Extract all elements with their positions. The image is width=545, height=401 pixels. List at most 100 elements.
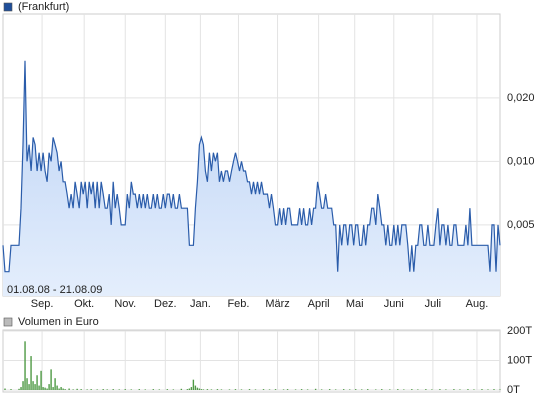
x-tick-label: Juli xyxy=(425,298,442,310)
volume-bar xyxy=(68,388,70,390)
volume-bar xyxy=(268,389,271,390)
y-tick-label: 0T xyxy=(507,384,520,396)
volume-bar xyxy=(26,378,28,390)
volume-bar xyxy=(314,388,317,390)
x-tick-label: Nov. xyxy=(114,298,136,310)
volume-bar xyxy=(72,389,74,390)
volume-bar xyxy=(320,389,323,390)
volume-bar xyxy=(210,389,213,390)
volume-bar xyxy=(190,387,193,390)
volume-bar xyxy=(481,389,483,390)
area-fill xyxy=(3,60,500,296)
volume-bar xyxy=(342,389,345,390)
volume-bar xyxy=(188,388,191,390)
legend-label: (Frankfurt) xyxy=(18,1,69,13)
volume-bar xyxy=(473,389,475,390)
volume-bar xyxy=(54,378,56,390)
volume-bar xyxy=(467,389,469,390)
volume-bar xyxy=(36,375,38,390)
volume-bar xyxy=(10,389,12,390)
legend-swatch xyxy=(3,2,13,12)
volume-bar xyxy=(86,389,88,390)
volume-bar xyxy=(18,388,20,390)
volume-bar xyxy=(38,385,40,390)
volume-bar xyxy=(254,389,257,390)
y-tick-label: 100T xyxy=(507,354,532,366)
volume-bar xyxy=(240,389,243,390)
volume-bar xyxy=(80,389,82,390)
volume-bar xyxy=(28,384,30,390)
volume-bar xyxy=(158,389,161,390)
y-tick-label: 0,010 xyxy=(507,155,535,167)
volume-bar xyxy=(194,385,197,390)
volume-bar xyxy=(112,389,114,390)
volume-bar xyxy=(300,389,303,390)
volume-bar xyxy=(24,341,26,390)
volume-bar xyxy=(40,370,42,390)
volume-bar xyxy=(32,381,34,390)
volume-bar xyxy=(294,389,297,390)
volume-bar xyxy=(403,389,405,390)
x-tick-label: Dez. xyxy=(154,298,177,310)
legend-label: Volumen in Euro xyxy=(18,316,99,328)
volume-bar xyxy=(76,388,78,390)
volume-bar xyxy=(50,369,52,390)
volume-bar xyxy=(200,389,203,390)
x-tick-label: Juni xyxy=(384,298,404,310)
volume-bar xyxy=(228,389,231,390)
volume-bar xyxy=(439,389,441,390)
volume-bar xyxy=(180,388,183,390)
volume-bar xyxy=(361,389,363,390)
y-tick-label: 0,020 xyxy=(507,92,535,104)
volume-bar xyxy=(196,387,199,390)
volume-bar xyxy=(375,389,377,390)
x-tick-label: Sep. xyxy=(31,298,54,310)
volume-bar xyxy=(96,389,98,390)
y-tick-label: 200T xyxy=(507,325,532,337)
volume-bar xyxy=(334,389,337,390)
volume-bar xyxy=(453,389,455,390)
volume-bar xyxy=(282,389,285,390)
volume-bar xyxy=(52,387,54,390)
volume-bar xyxy=(106,389,108,390)
volume-bar xyxy=(34,384,36,390)
x-tick-label: Jan. xyxy=(190,298,211,310)
volume-bar xyxy=(44,387,46,390)
volume-bar xyxy=(4,388,6,390)
volume-bar xyxy=(56,385,58,390)
volume-bar xyxy=(58,388,60,390)
volume-bar xyxy=(328,389,331,390)
x-tick-label: Aug. xyxy=(466,298,489,310)
volume-bar xyxy=(248,389,251,390)
volume-bar xyxy=(172,389,175,390)
volume-bar xyxy=(198,388,201,390)
volume-bar xyxy=(381,389,383,390)
volume-bar xyxy=(487,389,489,390)
volume-bar xyxy=(60,387,62,390)
volume-bar xyxy=(118,389,120,390)
volume-bar xyxy=(220,389,223,390)
volume-bar xyxy=(42,387,44,390)
volume-bar xyxy=(397,389,399,390)
volume-bar xyxy=(22,381,24,390)
volume-bar xyxy=(234,389,237,390)
x-tick-label: Feb. xyxy=(227,298,249,310)
volume-bar xyxy=(46,388,48,390)
volume-bar xyxy=(20,387,22,390)
volume-bar xyxy=(130,389,132,390)
volume-bar xyxy=(138,389,140,390)
volume-bar xyxy=(166,389,169,390)
volume-bar xyxy=(274,389,277,390)
volume-bar xyxy=(62,388,64,390)
volume-bar xyxy=(124,389,126,390)
volume-bar xyxy=(186,389,189,390)
volume-bar xyxy=(48,384,50,390)
volume-bar xyxy=(425,389,427,390)
legend-swatch xyxy=(3,317,13,327)
volume-bar xyxy=(445,389,447,390)
volume-bar xyxy=(90,389,92,390)
volume-bar xyxy=(216,389,219,390)
x-tick-label: März xyxy=(265,298,289,310)
price-line xyxy=(2,60,501,273)
x-tick-label: Okt. xyxy=(74,298,94,310)
